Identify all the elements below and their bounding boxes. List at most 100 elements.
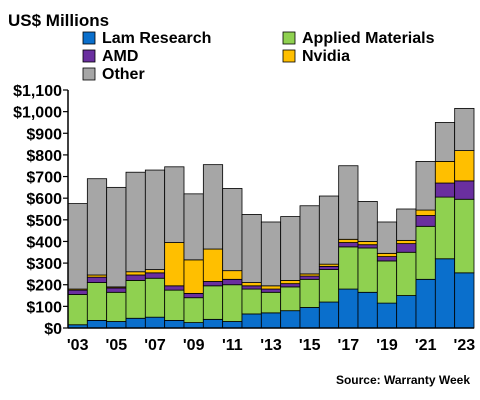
bar-segment-applied-materials-2023 bbox=[454, 198, 475, 274]
bar-segment-lam-research-2016 bbox=[318, 301, 340, 329]
y-tick-label: $600 bbox=[26, 191, 62, 208]
y-axis: $0 $100 $200 $300 $400 $500 $600 $700 $800 $900 $1… bbox=[13, 83, 68, 338]
bar-segment-applied-materials-2014 bbox=[280, 286, 301, 312]
y-tick-label: $200 bbox=[26, 278, 62, 295]
x-axis: '03 '05 '07 '09 '11 '13 '15 '17 '19 '21 '23 bbox=[67, 337, 475, 354]
legend-label-1: Applied Materials bbox=[302, 30, 435, 47]
x-tick-label: '07 bbox=[144, 337, 166, 354]
y-tick-label: $100 bbox=[26, 299, 62, 316]
bar-segment-amd-2007 bbox=[144, 272, 166, 279]
legend-swatch-3 bbox=[282, 49, 296, 63]
bar-segment-amd-2011 bbox=[222, 278, 243, 286]
bar-segment-lam-research-2005 bbox=[106, 321, 127, 329]
bar-segment-other-2008 bbox=[164, 166, 185, 243]
bar-segment-applied-materials-2009 bbox=[183, 297, 204, 323]
bar-segment-applied-materials-2008 bbox=[164, 289, 185, 321]
y-tick-label: $1,000 bbox=[13, 105, 62, 122]
bar-segment-other-2005 bbox=[106, 186, 127, 288]
x-tick-label: '11 bbox=[222, 337, 243, 354]
bar-segment-applied-materials-2017 bbox=[338, 246, 359, 290]
legend: Lam Research Applied Materials AMD Nvidia Ot… bbox=[82, 30, 435, 83]
bar-segment-applied-materials-2006 bbox=[125, 279, 146, 319]
x-tick-label: '03 bbox=[67, 337, 89, 354]
bar-segment-other-2011 bbox=[222, 188, 243, 272]
bar-segment-applied-materials-2010 bbox=[202, 285, 224, 320]
bar-segment-nvidia-2006 bbox=[125, 271, 146, 276]
bars bbox=[67, 107, 475, 329]
bar-segment-other-2019 bbox=[376, 221, 398, 254]
bar-segment-lam-research-2017 bbox=[338, 288, 359, 329]
bar-segment-amd-2010 bbox=[202, 281, 224, 287]
bar-segment-other-2018 bbox=[357, 201, 378, 242]
bar-segment-lam-research-2004 bbox=[86, 320, 108, 329]
bar-segment-nvidia-2018 bbox=[357, 241, 378, 246]
y-tick-label: $1,100 bbox=[13, 83, 62, 100]
bar-segment-other-2023 bbox=[454, 107, 475, 151]
bar-segment-applied-materials-2020 bbox=[396, 251, 417, 296]
legend-label-2: AMD bbox=[102, 48, 138, 65]
bar-segment-applied-materials-2013 bbox=[260, 291, 282, 314]
bar-segment-amd-2016 bbox=[318, 265, 340, 270]
y-tick-label: $800 bbox=[26, 148, 62, 165]
bar-segment-amd-2012 bbox=[241, 285, 262, 290]
bar-segment-lam-research-2023 bbox=[454, 272, 475, 329]
bar-segment-applied-materials-2015 bbox=[299, 278, 320, 308]
bar-segment-amd-2009 bbox=[183, 292, 204, 299]
bar-segment-other-2020 bbox=[396, 208, 417, 241]
x-tick-label: '05 bbox=[106, 337, 128, 354]
bar-segment-lam-research-2009 bbox=[183, 322, 204, 329]
bar-segment-amd-2019 bbox=[376, 256, 398, 262]
bar-segment-lam-research-2013 bbox=[260, 312, 282, 329]
bar-segment-amd-2021 bbox=[415, 215, 436, 227]
bar-segment-applied-materials-2005 bbox=[106, 291, 127, 322]
bar-segment-amd-2014 bbox=[280, 283, 301, 288]
bar-segment-nvidia-2022 bbox=[434, 160, 456, 184]
bar-segment-nvidia-2007 bbox=[144, 269, 166, 274]
bar-segment-other-2015 bbox=[299, 205, 320, 275]
bar-segment-applied-materials-2019 bbox=[376, 260, 398, 304]
bar-segment-other-2012 bbox=[241, 214, 262, 283]
bar-segment-lam-research-2008 bbox=[164, 320, 185, 329]
bar-segment-amd-2004 bbox=[86, 276, 108, 283]
bar-segment-amd-2005 bbox=[106, 287, 127, 293]
legend-label-4: Other bbox=[102, 66, 145, 83]
y-tick-label: $500 bbox=[26, 213, 62, 230]
bar-segment-amd-2013 bbox=[260, 288, 282, 293]
bar-segment-other-2017 bbox=[338, 165, 359, 240]
bar-segment-other-2021 bbox=[415, 160, 436, 211]
bar-segment-nvidia-2012 bbox=[241, 282, 262, 287]
y-axis-label: US$ Millions bbox=[8, 11, 109, 30]
bar-segment-lam-research-2020 bbox=[396, 295, 417, 329]
bar-segment-other-2006 bbox=[125, 171, 146, 273]
y-tick-label: $400 bbox=[26, 234, 62, 251]
bar-segment-applied-materials-2011 bbox=[222, 284, 243, 322]
bar-segment-lam-research-2014 bbox=[280, 310, 301, 329]
bar-segment-nvidia-2023 bbox=[454, 150, 475, 182]
bar-segment-amd-2015 bbox=[299, 275, 320, 280]
bar-segment-applied-materials-2007 bbox=[144, 277, 166, 318]
bar-segment-applied-materials-2004 bbox=[86, 282, 108, 321]
legend-swatch-1 bbox=[282, 31, 296, 45]
x-tick-label: '19 bbox=[376, 337, 398, 354]
bar-segment-nvidia-2013 bbox=[260, 285, 282, 290]
bar-segment-applied-materials-2003 bbox=[67, 294, 88, 326]
legend-swatch-0 bbox=[82, 31, 96, 45]
bar-segment-nvidia-2008 bbox=[164, 242, 185, 287]
bar-segment-amd-2008 bbox=[164, 285, 185, 291]
bar-segment-other-2014 bbox=[280, 216, 301, 281]
bar-segment-lam-research-2007 bbox=[144, 316, 166, 329]
x-tick-label: '15 bbox=[299, 337, 321, 354]
bar-segment-lam-research-2018 bbox=[357, 291, 378, 329]
legend-swatch-4 bbox=[82, 67, 96, 81]
bar-segment-other-2009 bbox=[183, 193, 204, 261]
y-tick-label: $0 bbox=[44, 321, 62, 338]
x-tick-label: '21 bbox=[415, 337, 437, 354]
bar-segment-lam-research-2010 bbox=[202, 318, 224, 329]
bar-segment-other-2007 bbox=[144, 169, 166, 270]
bar-segment-nvidia-2019 bbox=[376, 252, 398, 257]
legend-label-3: Nvidia bbox=[302, 48, 350, 65]
bar-segment-nvidia-2017 bbox=[338, 238, 359, 243]
bar-segment-nvidia-2011 bbox=[222, 270, 243, 280]
y-tick-label: $900 bbox=[26, 126, 62, 143]
bar-segment-nvidia-2010 bbox=[202, 248, 224, 282]
